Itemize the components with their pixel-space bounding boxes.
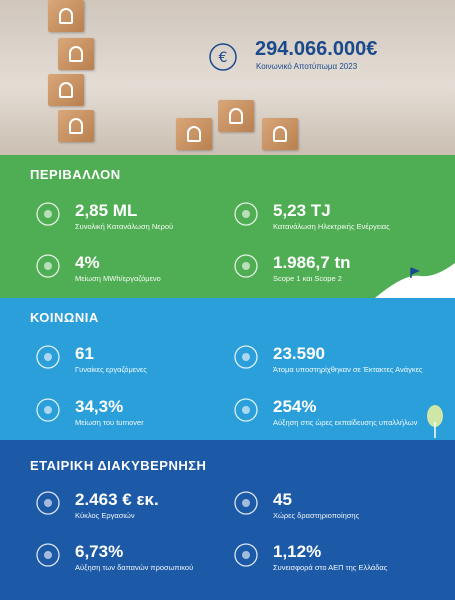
stat-value: 254% (273, 397, 317, 416)
stat-icon (36, 202, 60, 226)
stat-icon (234, 398, 258, 422)
stat-value: 23.590 (273, 344, 325, 363)
hill-decoration (375, 263, 455, 298)
stat-value: 4% (75, 253, 100, 272)
stat-label: Κύκλος Εργασιών (75, 511, 135, 520)
stat-value: 2,85 ML (75, 201, 138, 220)
section-title: ΠΕΡΙΒΑΛΛΟΝ (30, 167, 121, 182)
stat-label: Γυναίκες εργαζόμενες (75, 365, 147, 374)
stat-value: 5,23 TJ (273, 201, 331, 220)
stat-value: 34,3% (75, 397, 124, 416)
stat-label: Αύξηση στις ώρες εκπαίδευσης υπαλλήλων (273, 418, 418, 427)
section: ΚΟΙΝΩΝΙΑ 61 Γυναίκες εργαζόμενες 23.590 Άτομ… (0, 298, 455, 440)
stat-label: Scope 1 και Scope 2 (273, 274, 342, 283)
stat-icon (36, 345, 60, 369)
stat-icon (234, 254, 258, 278)
stat-icon (234, 345, 258, 369)
hero-image: € 294.066.000€ Κοινωνικό Αποτύπωμα 2023 (0, 0, 455, 155)
stat-label: Χώρες δραστηριοποίησης (273, 511, 360, 520)
stat-label: Κατανάλωση Ηλεκτρικής Ενέργειας (273, 222, 390, 231)
stat-icon (36, 398, 60, 422)
stat-label: Μείωση του turnover (75, 418, 144, 427)
stat-icon (234, 491, 258, 515)
stat-icon (234, 202, 258, 226)
stat-label: Συνεισφορά στο ΑΕΠ της Ελλάδας (273, 563, 388, 572)
euro-icon: € (209, 43, 237, 71)
amount: 294.066.000€ (255, 38, 378, 60)
stat-value: 61 (75, 344, 94, 363)
stat-label: Άτομα υποστηρίχθηκαν σε Έκτακτες Ανάγκες (273, 365, 423, 374)
section-title: ΚΟΙΝΩΝΙΑ (30, 310, 99, 325)
section: ΕΤΑΙΡΙΚΗ ΔΙΑΚΥΒΕΡΝΗΣΗ 2.463 € εκ. Κύκλος Ε… (0, 440, 455, 600)
stat-icon (36, 491, 60, 515)
stat-value: 1,12% (273, 542, 322, 561)
stat-value: 1.986,7 tn (273, 253, 351, 272)
stat-value: 6,73% (75, 542, 124, 561)
caption: Κοινωνικό Αποτύπωμα 2023 (256, 62, 358, 71)
tree-decoration (427, 405, 443, 438)
svg-text:€: € (219, 50, 228, 66)
section: ΠΕΡΙΒΑΛΛΟΝ 2,85 ML Συνολική Κατανάλωση Νερ… (0, 155, 455, 298)
stat-label: Συνολική Κατανάλωση Νερού (75, 222, 174, 231)
stat-icon (36, 543, 60, 567)
section-title: ΕΤΑΙΡΙΚΗ ΔΙΑΚΥΒΕΡΝΗΣΗ (30, 458, 207, 473)
stat-icon (234, 543, 258, 567)
stat-value: 45 (273, 490, 292, 509)
stat-label: Αύξηση των δαπανών προσωπικού (75, 563, 194, 572)
stat-label: Μείωση MWh/εργαζόμενο (75, 274, 161, 283)
stat-value: 2.463 € εκ. (75, 490, 159, 509)
stat-icon (36, 254, 60, 278)
